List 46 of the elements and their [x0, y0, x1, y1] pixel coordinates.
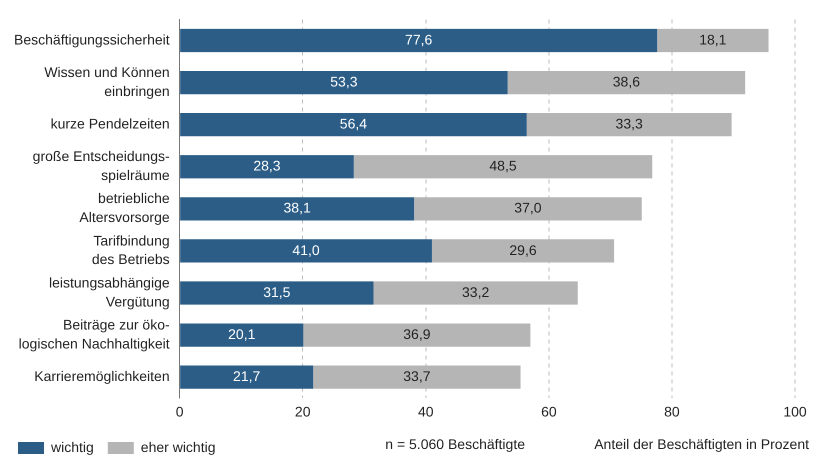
x-axis-title: Anteil der Beschäftigten in Prozent — [594, 436, 810, 452]
y-tick-label: Karrieremöglichkeiten — [34, 368, 170, 384]
data-label: 56,4 — [340, 116, 368, 132]
data-label: 41,0 — [292, 242, 320, 258]
y-tick-label: leistungsabhängige Vergütung — [48, 274, 170, 310]
bar — [180, 281, 374, 305]
data-label: 53,3 — [330, 73, 358, 90]
legend-label: wichtig — [50, 438, 94, 455]
data-label: 77,6 — [405, 31, 432, 48]
x-tick-label: 20 — [294, 403, 311, 420]
x-tick-label: 100 — [783, 403, 807, 420]
bar — [180, 70, 508, 94]
bar — [180, 197, 414, 220]
data-label: 29,6 — [509, 242, 537, 258]
y-tick-label: Beschäftigungssicherheit — [14, 31, 170, 48]
data-label: 33,7 — [403, 368, 431, 384]
legend-label: eher wichtig — [140, 438, 216, 455]
data-label: 48,5 — [489, 158, 517, 174]
x-tick-label: 60 — [541, 403, 557, 420]
text: n = 5.060 Beschäftigte — [385, 436, 526, 452]
data-label: 33,2 — [462, 284, 490, 300]
data-label: 28,3 — [253, 158, 281, 174]
bar — [373, 281, 578, 305]
bar — [180, 28, 658, 52]
data-label: 36,9 — [403, 326, 431, 342]
y-tick-label: Wissen und Können einbringen — [44, 64, 170, 99]
bar — [180, 366, 314, 389]
data-label: 21,7 — [233, 368, 260, 384]
y-tick-label: betriebliche Altersvorsorge — [79, 190, 170, 226]
data-label: 20,1 — [228, 326, 256, 342]
data-label: 38,6 — [612, 73, 640, 90]
y-tick-label: Beiträge zur öko- logischen Nachhaltigkeit — [18, 316, 170, 352]
x-tick-label: 80 — [664, 403, 680, 420]
data-label: 37,0 — [514, 200, 542, 216]
x-tick-label: 0 — [176, 403, 184, 420]
data-label: 18,1 — [699, 31, 727, 48]
bar — [180, 239, 432, 263]
bar — [180, 155, 354, 178]
y-tick-label: Tarifbindung des Betriebs — [92, 232, 170, 268]
data-label: 38,1 — [283, 200, 311, 216]
bar — [180, 113, 527, 136]
y-tick-label: kurze Pendelzeiten — [50, 116, 170, 132]
data-label: 31,5 — [263, 284, 291, 300]
data-label: 33,3 — [616, 116, 643, 132]
x-tick-label: 40 — [418, 403, 434, 420]
bar — [180, 323, 304, 347]
